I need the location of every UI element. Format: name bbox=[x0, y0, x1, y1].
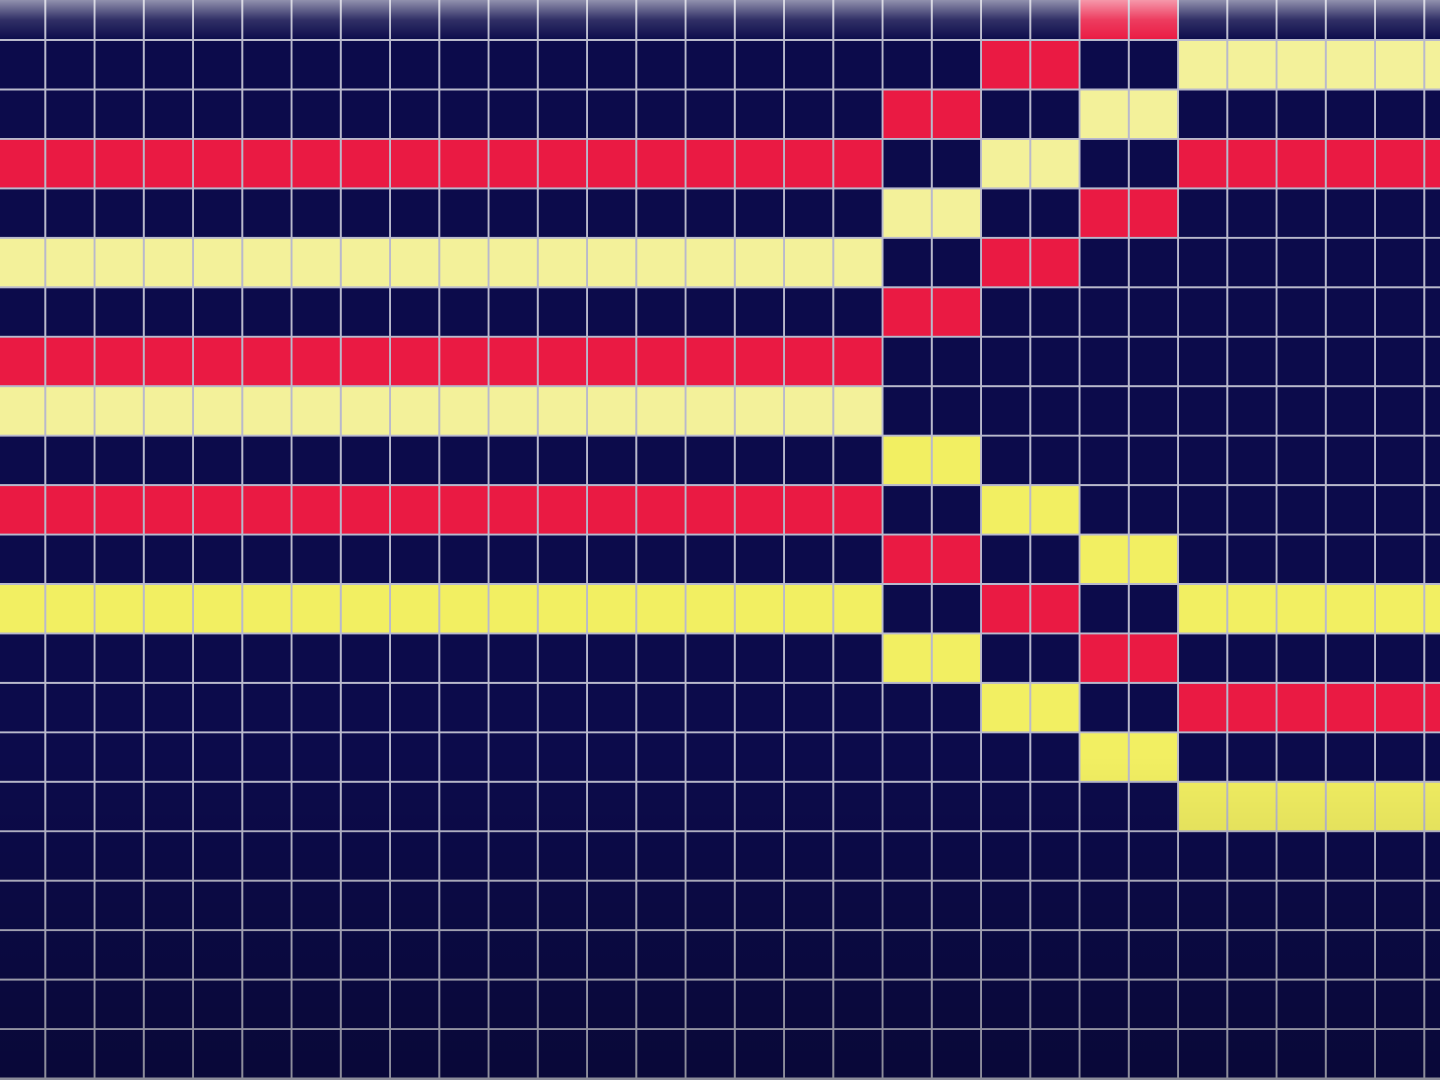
shade bbox=[0, 0, 1440, 1080]
page: (() => { const ns = 'http://www.w3.org/2… bbox=[0, 0, 1440, 1080]
tile-wall bbox=[0, 0, 1440, 1080]
